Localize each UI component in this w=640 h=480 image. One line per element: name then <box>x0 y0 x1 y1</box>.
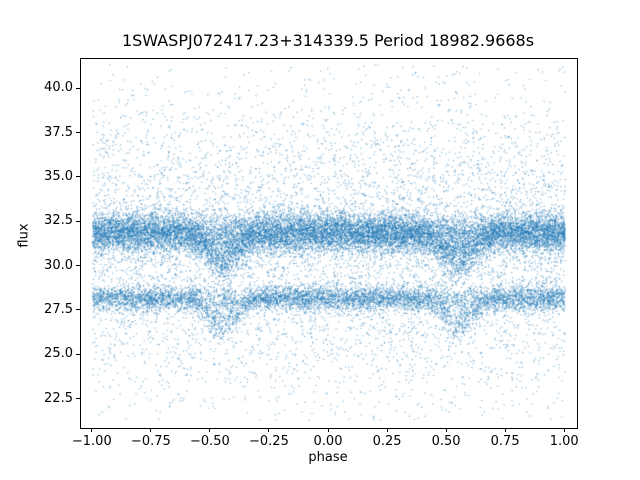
plot-area <box>80 58 578 429</box>
scatter-points-canvas <box>81 59 577 428</box>
x-tick-mark <box>504 428 506 432</box>
y-tick-label: 25.0 <box>44 346 73 362</box>
y-tick-label: 40.0 <box>44 80 73 96</box>
x-tick-mark <box>327 428 329 432</box>
x-tick-label: 1.00 <box>549 434 579 449</box>
x-tick-label: 0.50 <box>431 434 461 449</box>
x-tick-mark <box>563 428 565 432</box>
y-tick-label: 37.5 <box>44 124 73 140</box>
y-tick-label: 35.0 <box>44 168 73 184</box>
y-tick-mark <box>76 176 80 178</box>
y-tick-mark <box>76 220 80 222</box>
chart-title: 1SWASPJ072417.23+314339.5 Period 18982.9… <box>121 31 535 50</box>
x-tick-mark <box>91 428 93 432</box>
y-tick-mark <box>76 398 80 400</box>
y-tick-label: 32.5 <box>44 213 73 229</box>
x-tick-label: 0.25 <box>372 434 402 449</box>
y-tick-mark <box>76 132 80 133</box>
y-tick-mark <box>76 265 80 267</box>
y-axis-label: flux <box>16 223 32 248</box>
y-tick-label: 22.5 <box>44 390 73 406</box>
y-tick-mark <box>76 87 80 89</box>
x-tick-label: −0.75 <box>130 434 171 449</box>
x-tick-label: 0.75 <box>490 434 520 449</box>
y-tick-label: 27.5 <box>44 301 73 317</box>
x-tick-mark <box>386 428 388 432</box>
x-tick-label: 0.00 <box>313 434 343 449</box>
x-tick-mark <box>209 428 211 432</box>
y-tick-mark <box>76 309 80 311</box>
x-tick-mark <box>445 428 447 432</box>
y-tick-mark <box>76 353 80 355</box>
x-tick-mark <box>150 428 152 432</box>
x-axis-label: phase <box>308 450 348 465</box>
x-tick-label: −0.25 <box>249 434 289 449</box>
y-tick-label: 30.0 <box>44 257 73 273</box>
x-tick-label: −1.00 <box>71 434 112 449</box>
x-tick-mark <box>268 428 270 432</box>
x-tick-label: −0.50 <box>189 434 230 449</box>
